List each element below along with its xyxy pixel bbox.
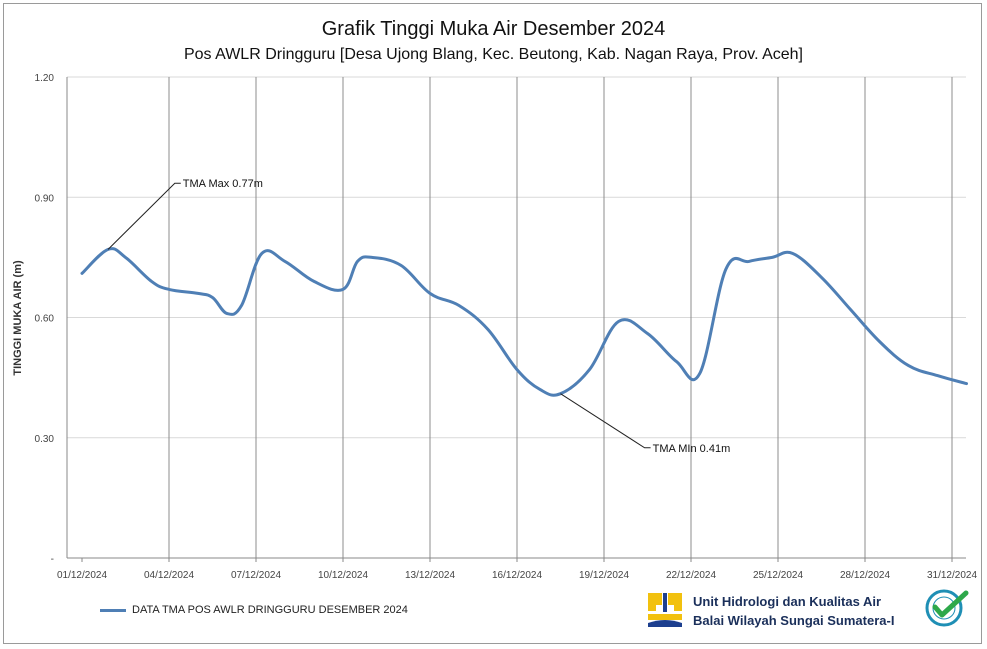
x-tick-label: 13/12/2024 bbox=[405, 570, 455, 581]
x-tick-label: 01/12/2024 bbox=[57, 570, 107, 581]
x-tick-label: 25/12/2024 bbox=[753, 570, 803, 581]
chart-subtitle: Pos AWLR Dringguru [Desa Ujong Blang, Ke… bbox=[183, 46, 803, 63]
x-tick-label: 19/12/2024 bbox=[579, 570, 629, 581]
x-tick-label: 16/12/2024 bbox=[492, 570, 542, 581]
y-tick-label: 0.30 bbox=[35, 434, 55, 445]
organization-name: Unit Hidrologi dan Kualitas Air Balai Wi… bbox=[693, 592, 894, 630]
legend-label: DATA TMA POS AWLR DRINGGURU DESEMBER 202… bbox=[132, 604, 408, 616]
series-line-0 bbox=[80, 247, 968, 397]
annotation-leader-0 bbox=[107, 182, 181, 250]
iso-certified-badge-icon bbox=[925, 589, 969, 627]
pupr-logo-icon bbox=[646, 591, 684, 629]
y-tick-label: 0.90 bbox=[35, 193, 55, 204]
x-tick-label: 22/12/2024 bbox=[666, 570, 716, 581]
chart-title: Grafik Tinggi Muka Air Desember 2024 bbox=[321, 18, 666, 40]
y-tick-label: - bbox=[51, 554, 54, 565]
x-tick-label: 04/12/2024 bbox=[144, 570, 194, 581]
y-tick-label: 1.20 bbox=[35, 73, 55, 84]
legend: DATA TMA POS AWLR DRINGGURU DESEMBER 202… bbox=[100, 604, 408, 616]
legend-swatch bbox=[100, 608, 126, 612]
annotation-label-1: TMA MIn 0.41m bbox=[653, 443, 731, 455]
org-line-2: Balai Wilayah Sungai Sumatera-I bbox=[693, 613, 895, 628]
chart-frame bbox=[3, 3, 982, 644]
y-tick-label: 0.60 bbox=[35, 314, 55, 325]
org-line-1: Unit Hidrologi dan Kualitas Air bbox=[693, 594, 882, 609]
x-tick-label: 28/12/2024 bbox=[840, 570, 890, 581]
x-tick-label: 31/12/2024 bbox=[927, 570, 977, 581]
x-tick-label: 07/12/2024 bbox=[231, 570, 281, 581]
annotation-leader-1 bbox=[560, 393, 651, 449]
annotation-label-0: TMA Max 0.77m bbox=[183, 178, 263, 190]
x-tick-label: 10/12/2024 bbox=[318, 570, 368, 581]
